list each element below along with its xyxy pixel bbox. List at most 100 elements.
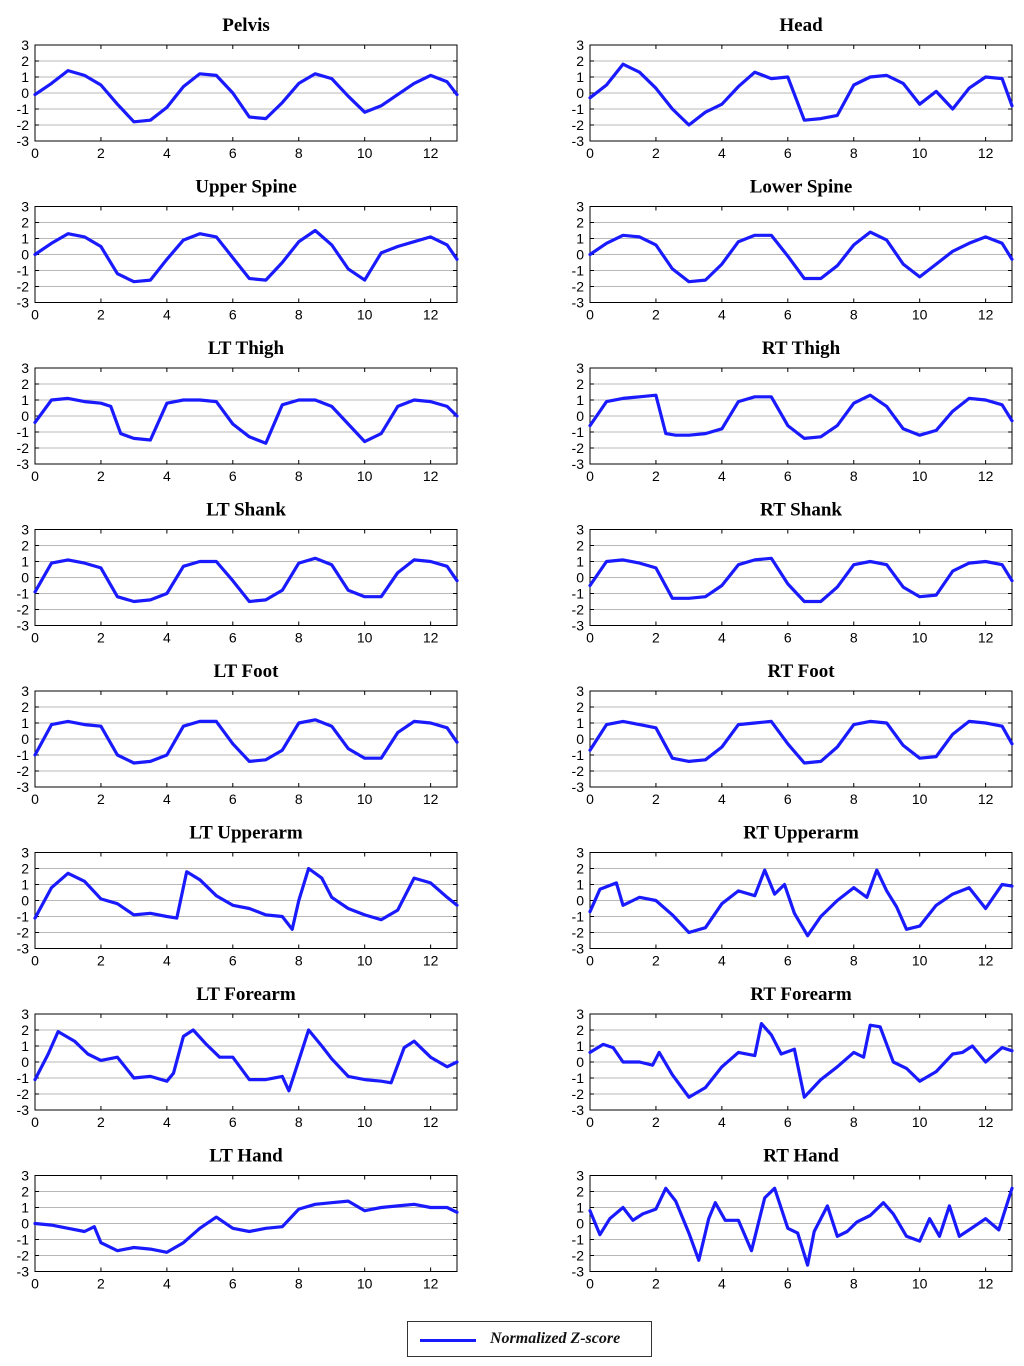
x-tick-label: 2: [652, 307, 660, 323]
x-tick-label: 10: [357, 630, 373, 646]
y-tick-label: 1: [21, 554, 29, 570]
x-tick-label: 2: [97, 791, 105, 807]
y-tick-label: 1: [21, 1038, 29, 1054]
x-tick-label: 12: [978, 145, 994, 161]
y-tick-label: -3: [17, 295, 30, 311]
x-tick-label: 2: [652, 1276, 660, 1292]
x-tick-label: 2: [97, 1276, 105, 1292]
y-tick-label: -1: [572, 424, 585, 440]
x-tick-label: 0: [31, 1276, 39, 1292]
x-tick-label: 4: [718, 1114, 726, 1130]
x-tick-label: 12: [978, 307, 994, 323]
panel-title: RT Hand: [763, 1146, 839, 1167]
x-tick-label: 0: [31, 145, 39, 161]
panel-title: RT Shank: [760, 500, 842, 521]
y-tick-label: 1: [576, 231, 584, 247]
x-tick-label: 8: [295, 1276, 303, 1292]
y-tick-label: 0: [21, 1216, 29, 1232]
y-tick-label: 3: [21, 683, 29, 699]
x-tick-label: 8: [295, 145, 303, 161]
y-tick-label: -1: [17, 747, 30, 763]
x-tick-label: 0: [586, 468, 594, 484]
y-tick-label: 2: [21, 1184, 29, 1200]
x-tick-label: 10: [912, 953, 928, 969]
series-line-rt-shank: [588, 556, 1014, 604]
x-tick-label: 6: [784, 468, 792, 484]
y-tick-label: 0: [21, 731, 29, 747]
x-tick-label: 0: [586, 1114, 594, 1130]
x-tick-label: 6: [229, 1114, 237, 1130]
x-tick-label: 6: [229, 307, 237, 323]
x-tick-label: 6: [784, 145, 792, 161]
x-tick-label: 10: [912, 468, 928, 484]
y-tick-label: 0: [21, 1054, 29, 1070]
y-tick-label: -1: [572, 747, 585, 763]
y-tick-label: 0: [21, 570, 29, 586]
series-line-lt-forearm: [33, 1028, 459, 1093]
series-line-lt-shank: [33, 556, 459, 604]
y-tick-label: 2: [576, 376, 584, 392]
x-tick-label: 10: [912, 630, 928, 646]
x-tick-label: 10: [357, 1114, 373, 1130]
series-line-rt-foot: [588, 719, 1014, 765]
y-tick-label: 1: [576, 1200, 584, 1216]
y-tick-label: 1: [21, 715, 29, 731]
y-tick-label: 2: [576, 538, 584, 554]
y-tick-label: -1: [17, 101, 30, 117]
panel-title: LT Forearm: [196, 984, 296, 1005]
y-tick-label: 3: [576, 683, 584, 699]
x-tick-label: 2: [652, 1114, 660, 1130]
y-tick-label: 0: [576, 893, 584, 909]
series-line-rt-forearm: [588, 1022, 1014, 1099]
y-tick-label: 3: [21, 37, 29, 53]
x-tick-label: 8: [295, 468, 303, 484]
y-tick-label: 1: [21, 231, 29, 247]
y-tick-label: -3: [572, 1102, 585, 1118]
y-tick-label: -3: [17, 1264, 30, 1280]
panel-title: LT Foot: [214, 661, 280, 682]
x-tick-label: 10: [912, 791, 928, 807]
y-tick-label: -2: [572, 1248, 585, 1264]
x-tick-label: 8: [850, 1114, 858, 1130]
y-tick-label: -3: [572, 941, 585, 957]
y-tick-label: 1: [576, 554, 584, 570]
y-tick-label: -2: [572, 1086, 585, 1102]
y-tick-label: 1: [576, 392, 584, 408]
y-tick-label: -1: [572, 1232, 585, 1248]
y-tick-label: 3: [21, 360, 29, 376]
x-tick-label: 6: [229, 468, 237, 484]
x-tick-label: 8: [295, 630, 303, 646]
panel-title: Pelvis: [222, 15, 270, 36]
y-tick-label: -3: [17, 941, 30, 957]
series-line-lt-foot: [33, 718, 459, 765]
series-line-head: [588, 62, 1014, 127]
x-tick-label: 12: [423, 630, 439, 646]
x-tick-label: 4: [718, 145, 726, 161]
y-tick-label: 2: [576, 1184, 584, 1200]
x-tick-label: 8: [850, 791, 858, 807]
x-tick-label: 10: [357, 1276, 373, 1292]
x-tick-label: 2: [97, 1114, 105, 1130]
x-tick-label: 12: [423, 145, 439, 161]
y-tick-label: -2: [572, 925, 585, 941]
x-tick-label: 12: [978, 468, 994, 484]
y-tick-label: -2: [17, 602, 30, 618]
y-tick-label: -2: [17, 440, 30, 456]
x-tick-label: 10: [912, 145, 928, 161]
y-tick-label: 0: [576, 247, 584, 263]
y-tick-label: 0: [21, 85, 29, 101]
y-tick-label: -2: [17, 1086, 30, 1102]
panel-title: LT Thigh: [208, 338, 285, 359]
panel-title: RT Thigh: [762, 338, 841, 359]
y-tick-label: 0: [21, 247, 29, 263]
y-tick-label: 2: [21, 215, 29, 231]
y-tick-label: 1: [21, 1200, 29, 1216]
x-tick-label: 8: [295, 953, 303, 969]
x-tick-label: 0: [586, 630, 594, 646]
